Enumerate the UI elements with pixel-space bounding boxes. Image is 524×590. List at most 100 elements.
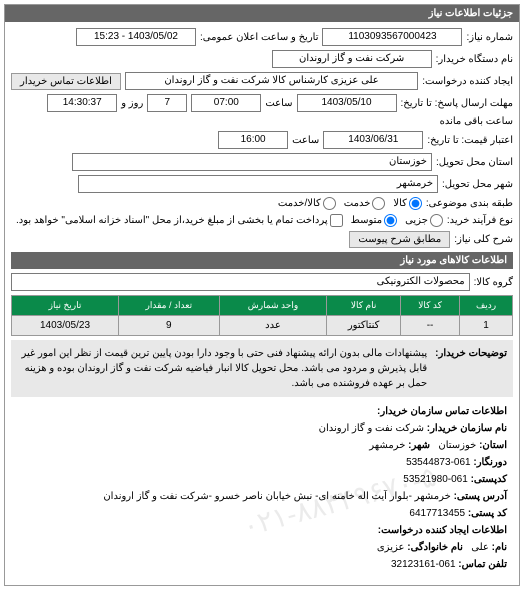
class-goods-radio[interactable] <box>409 197 422 210</box>
announce-date-label: تاریخ و ساعت اعلان عمومی: <box>200 32 319 43</box>
class-goods-option[interactable]: کالا <box>393 197 422 210</box>
type-note-option: پرداخت تمام یا بخشی از مبلغ خرید،از محل … <box>16 214 343 227</box>
type-medium-radio[interactable] <box>384 214 397 227</box>
contact-section: اطلاعات تماس سازمان خریدار: نام سازمان خ… <box>11 397 513 579</box>
class-service-option[interactable]: خدمت <box>344 197 386 210</box>
type-medium-label: متوسط <box>351 215 382 226</box>
remain-time-field: 14:30:37 <box>47 94 117 112</box>
zip-label: کد پستی: <box>468 508 507 519</box>
buyer-contact-button[interactable]: اطلاعات تماس خریدار <box>11 73 121 90</box>
device-name-label: نام دستگاه خریدار: <box>436 54 513 65</box>
postal-value: 061-53521980 <box>403 474 468 485</box>
type-small-option[interactable]: جزیی <box>405 214 443 227</box>
fax-value: 061-53544873 <box>406 457 471 468</box>
desc-button[interactable]: مطابق شرح پیوست <box>349 231 450 248</box>
address-label: آدرس پستی: <box>454 491 507 502</box>
request-number-field: 1103093567000423 <box>322 28 462 46</box>
row-desc: شرح کلی نیاز: مطابق شرح پیوست <box>11 231 513 248</box>
city-label: شهر محل تحویل: <box>442 179 513 190</box>
table-column-header: واحد شمارش <box>219 296 327 316</box>
desc-label: شرح کلی نیاز: <box>454 234 513 245</box>
type-label: نوع فرآیند خرید: <box>447 215 513 226</box>
class-both-option[interactable]: کالا/خدمت <box>278 197 336 210</box>
table-body: 1--کنتاکتورعدد91403/05/23 <box>12 316 513 336</box>
province-label: استان محل تحویل: <box>436 157 513 168</box>
contact-title: اطلاعات تماس سازمان خریدار: <box>377 406 507 417</box>
name-label: نام: <box>492 542 507 553</box>
table-cell: 1 <box>460 316 513 336</box>
deadline-date-field: 1403/05/10 <box>297 94 397 112</box>
row-deadline: مهلت ارسال پاسخ: تا تاریخ: 1403/05/10 سا… <box>11 94 513 127</box>
buyer-notes-box: توضیحات خریدار: پیشنهادات مالی بدون ارائ… <box>11 340 513 397</box>
class-both-radio[interactable] <box>323 197 336 210</box>
table-head: ردیفکد کالانام کالاواحد شمارشتعداد / مقد… <box>12 296 513 316</box>
items-table: ردیفکد کالانام کالاواحد شمارشتعداد / مقد… <box>11 295 513 336</box>
table-column-header: تعداد / مقدار <box>119 296 220 316</box>
org-value: شرکت نفت و گاز اروندان <box>319 423 424 434</box>
group-label: گروه کالا: <box>474 277 513 288</box>
row-province: استان محل تحویل: خوزستان <box>11 153 513 171</box>
class-label: طبقه بندی موضوعی: <box>426 198 513 209</box>
validity-date-field: 1403/06/31 <box>323 131 423 149</box>
row-request-number: شماره نیاز: 1103093567000423 تاریخ و ساع… <box>11 28 513 46</box>
deadline-label: مهلت ارسال پاسخ: تا تاریخ: <box>401 98 513 109</box>
type-small-label: جزیی <box>405 215 428 226</box>
row-creator: ایجاد کننده درخواست: علی عزیزی کارشناس ک… <box>11 72 513 90</box>
family-value: عزیزی <box>377 542 405 553</box>
creator-label: ایجاد کننده درخواست: <box>422 76 513 87</box>
type-small-radio[interactable] <box>430 214 443 227</box>
group-field: محصولات الکترونیکی <box>11 273 470 291</box>
row-group: گروه کالا: محصولات الکترونیکی <box>11 273 513 291</box>
notes-label: توضیحات خریدار: <box>435 346 507 391</box>
phone-value: 061-32123161 <box>391 559 456 570</box>
type-note-checkbox[interactable] <box>330 214 343 227</box>
table-row: 1--کنتاکتورعدد91403/05/23 <box>12 316 513 336</box>
type-medium-option[interactable]: متوسط <box>351 214 397 227</box>
row-validity: اعتبار قیمت: تا تاریخ: 1403/06/31 ساعت 1… <box>11 131 513 149</box>
table-cell: کنتاکتور <box>327 316 401 336</box>
contact-province-label: استان: <box>479 440 507 451</box>
deadline-hour-field: 07:00 <box>191 94 261 112</box>
table-header-row: ردیفکد کالانام کالاواحد شمارشتعداد / مقد… <box>12 296 513 316</box>
deadline-hour-label: ساعت <box>265 98 292 109</box>
table-column-header: کد کالا <box>400 296 459 316</box>
province-field: خوزستان <box>72 153 432 171</box>
class-both-label: کالا/خدمت <box>278 198 321 209</box>
zip-value: 6417713455 <box>409 508 465 519</box>
row-type: نوع فرآیند خرید: جزیی متوسط پرداخت تمام … <box>11 214 513 227</box>
request-number-label: شماره نیاز: <box>466 32 513 43</box>
table-cell: عدد <box>219 316 327 336</box>
announce-date-field: 1403/05/02 - 15:23 <box>76 28 196 46</box>
contact-city-label: شهر: <box>408 440 430 451</box>
city-field: خرمشهر <box>78 175 438 193</box>
class-service-label: خدمت <box>344 198 371 209</box>
table-cell: -- <box>400 316 459 336</box>
address-value: خرمشهر -بلوار آیت اله خامنه ای- نبش خیاب… <box>103 491 450 502</box>
validity-label: اعتبار قیمت: تا تاریخ: <box>427 135 513 146</box>
phone-label: تلفن تماس: <box>458 559 507 570</box>
table-cell: 9 <box>119 316 220 336</box>
family-label: نام خانوادگی: <box>407 542 463 553</box>
row-classification: طبقه بندی موضوعی: کالا خدمت کالا/خدمت <box>11 197 513 210</box>
validity-hour-field: 16:00 <box>218 131 288 149</box>
name-value: علی <box>471 542 489 553</box>
table-column-header: نام کالا <box>327 296 401 316</box>
panel-title: جزئیات اطلاعات نیاز <box>5 5 519 22</box>
contact-province-value: خوزستان <box>438 440 476 451</box>
items-section-title: اطلاعات کالاهای مورد نیاز <box>11 252 513 269</box>
remain-days-label: روز و <box>121 98 143 109</box>
validity-hour-label: ساعت <box>292 135 319 146</box>
type-radio-group: جزیی متوسط پرداخت تمام یا بخشی از مبلغ خ… <box>16 214 443 227</box>
creator-field: علی عزیزی کارشناس کالا شرکت نفت و گاز ار… <box>125 72 418 90</box>
table-column-header: ردیف <box>460 296 513 316</box>
fax-label: دورنگار: <box>473 457 507 468</box>
class-radio-group: کالا خدمت کالا/خدمت <box>278 197 422 210</box>
table-column-header: تاریخ نیاز <box>12 296 119 316</box>
contact-city-value: خرمشهر <box>369 440 405 451</box>
panel-body: شماره نیاز: 1103093567000423 تاریخ و ساع… <box>5 22 519 585</box>
remain-days-field: 7 <box>147 94 187 112</box>
row-device: نام دستگاه خریدار: شرکت نفت و گاز اروندا… <box>11 50 513 68</box>
class-service-radio[interactable] <box>372 197 385 210</box>
postal-label: کدپستی: <box>471 474 507 485</box>
org-label: نام سازمان خریدار: <box>427 423 507 434</box>
